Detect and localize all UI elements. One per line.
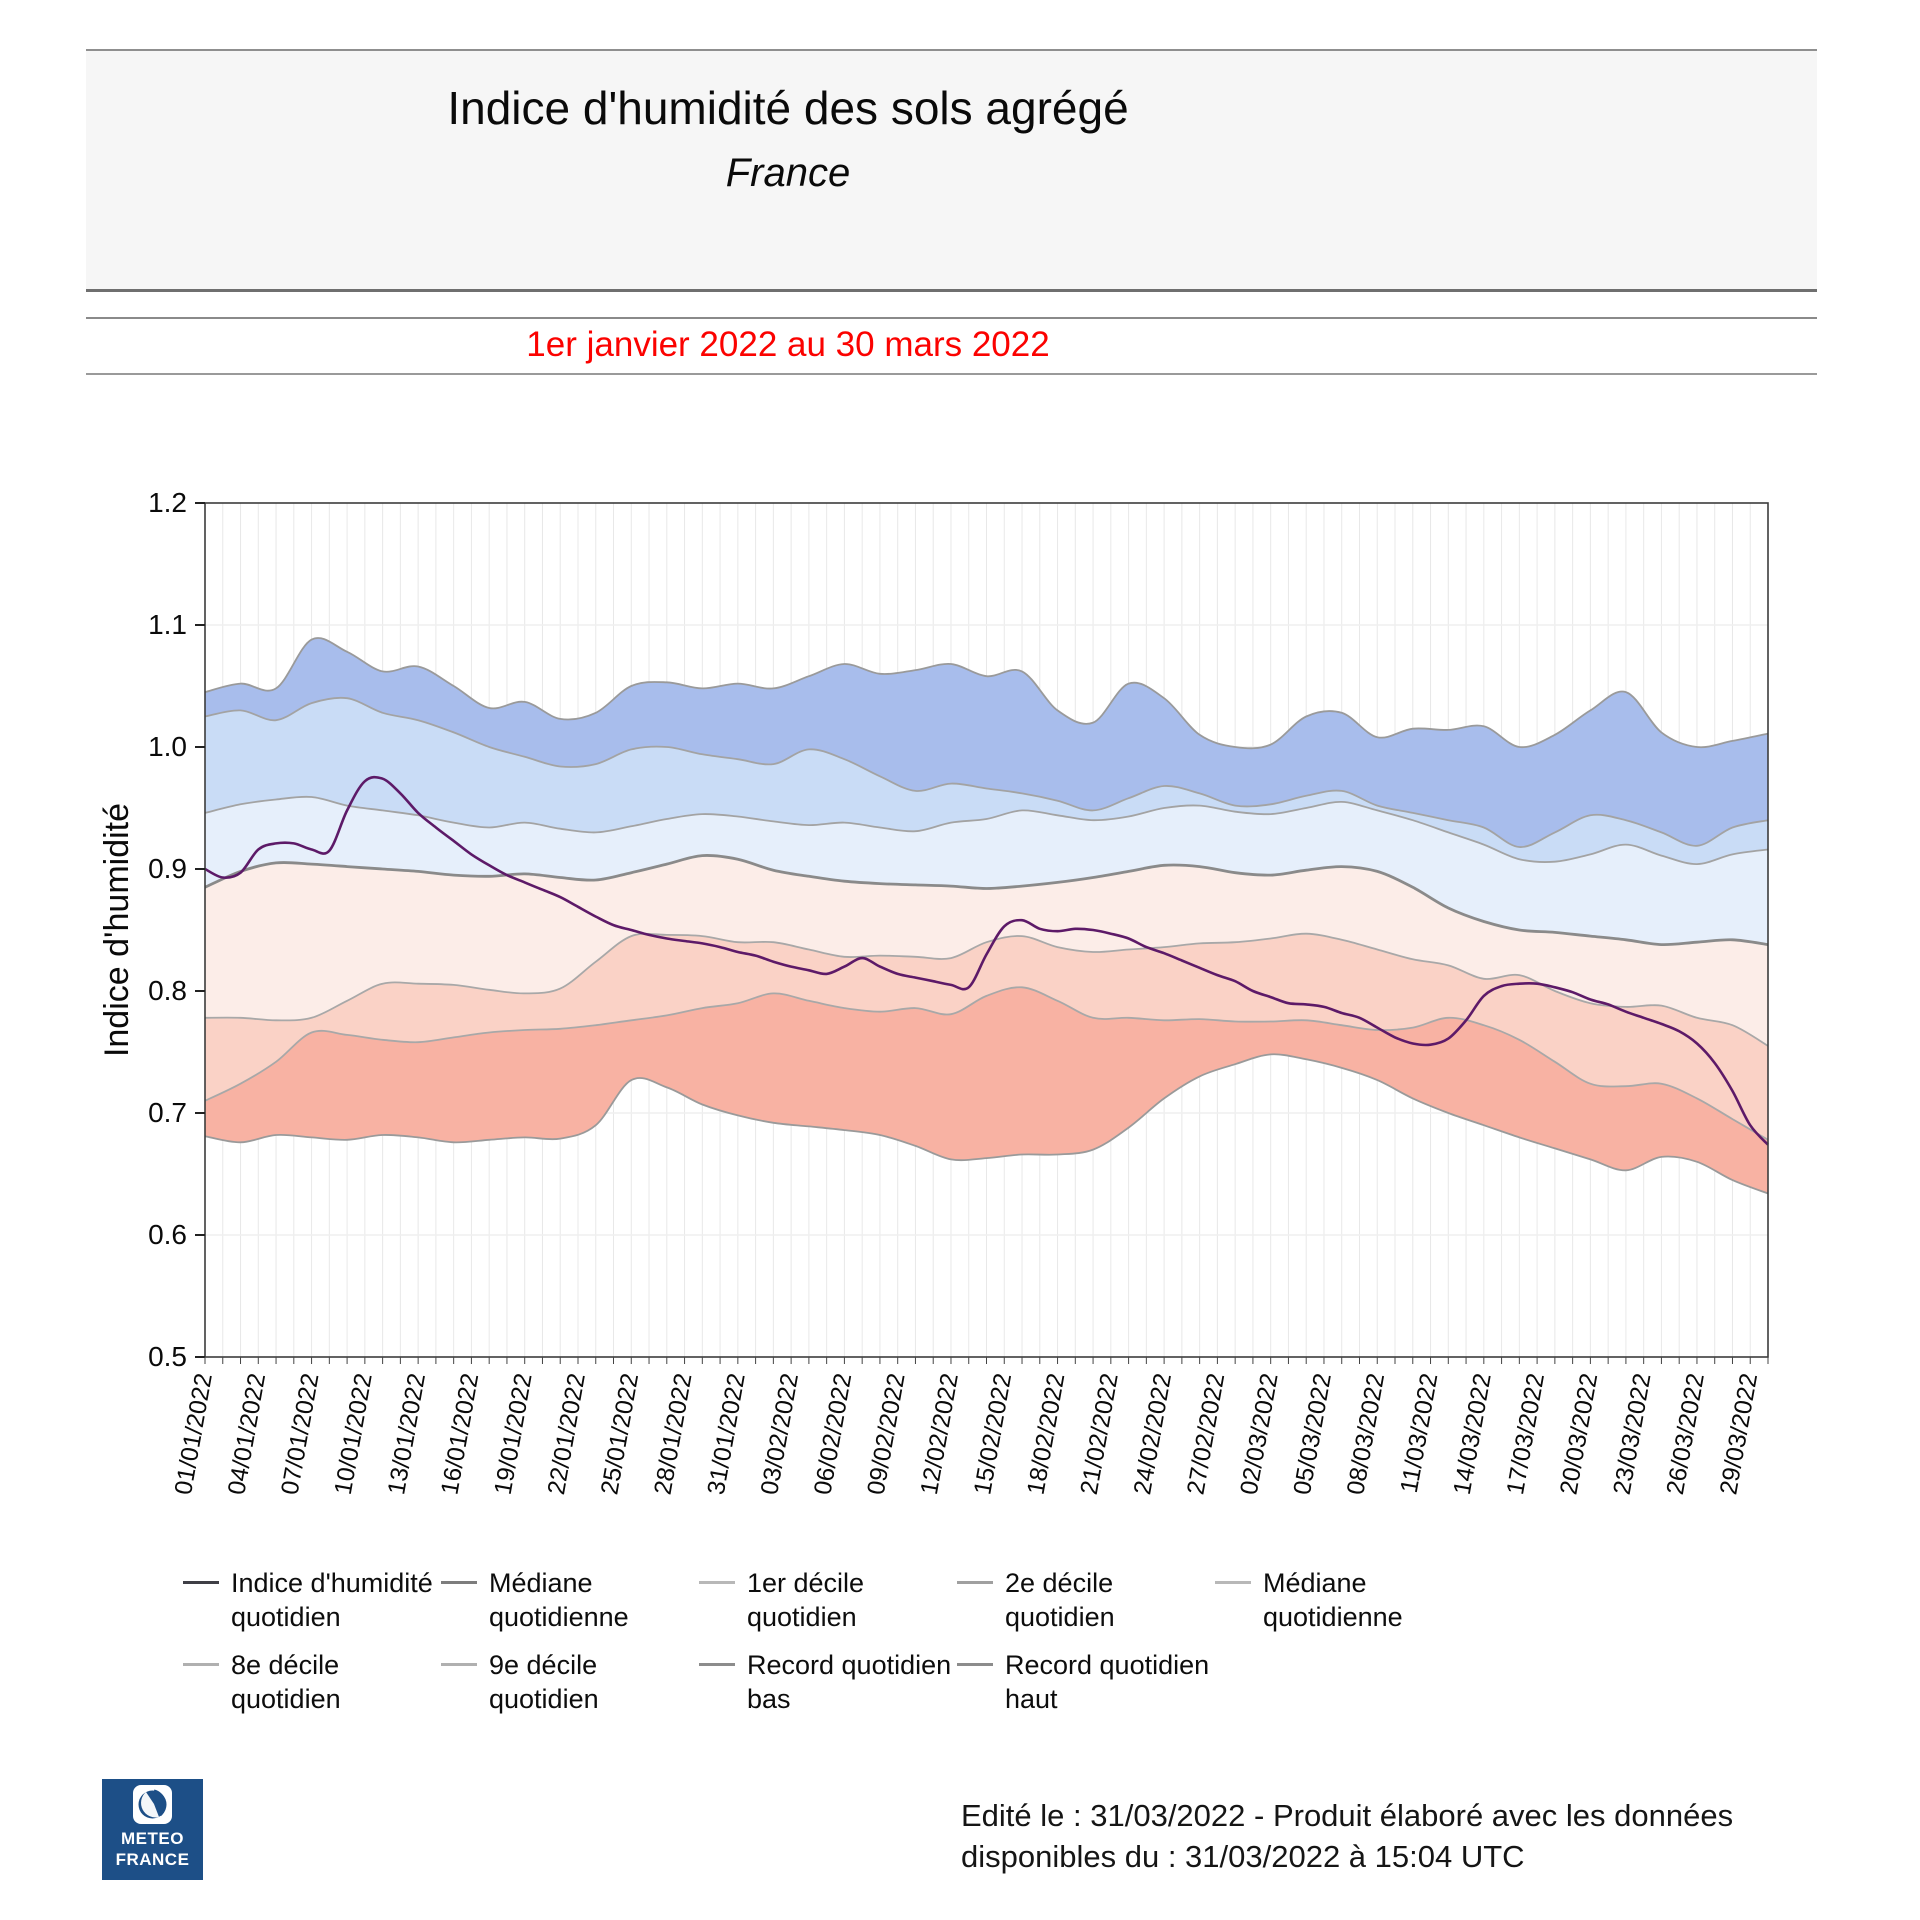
legend-label: haut [1005, 1684, 1058, 1714]
period-band: 1er janvier 2022 au 30 mars 2022 [86, 317, 1817, 375]
page-title: Indice d'humidité des sols agrégé [447, 82, 1129, 134]
legend-line-swatch [957, 1581, 993, 1584]
svg-text:01/01/2022: 01/01/2022 [170, 1371, 218, 1496]
svg-text:0.8: 0.8 [148, 975, 187, 1006]
svg-text:02/03/2022: 02/03/2022 [1236, 1371, 1284, 1496]
svg-text:16/01/2022: 16/01/2022 [436, 1371, 484, 1496]
svg-text:15/02/2022: 15/02/2022 [969, 1371, 1017, 1496]
legend-line-swatch [957, 1663, 993, 1666]
svg-text:25/01/2022: 25/01/2022 [596, 1371, 644, 1496]
logo-text-france: FRANCE [115, 1850, 190, 1869]
legend-line-swatch [183, 1663, 219, 1666]
svg-text:29/03/2022: 29/03/2022 [1715, 1371, 1763, 1496]
svg-text:23/03/2022: 23/03/2022 [1609, 1371, 1657, 1496]
legend-item-1er-decile: 1er décile quotidien [699, 1566, 957, 1634]
svg-text:27/02/2022: 27/02/2022 [1182, 1371, 1230, 1496]
edition-note-line1: Edité le : 31/03/2022 - Produit élaboré … [961, 1798, 1734, 1833]
legend-item-record-haut: Record quotidien haut [957, 1648, 1215, 1716]
svg-text:26/03/2022: 26/03/2022 [1662, 1371, 1710, 1496]
svg-text:0.7: 0.7 [148, 1097, 187, 1128]
svg-text:10/01/2022: 10/01/2022 [330, 1371, 378, 1496]
svg-text:06/02/2022: 06/02/2022 [809, 1371, 857, 1496]
page-subtitle: France [725, 151, 851, 195]
logo-text-meteo: METEO [121, 1829, 184, 1848]
legend-item-2e-decile: 2e décile quotidien [957, 1566, 1215, 1634]
svg-text:07/01/2022: 07/01/2022 [277, 1371, 325, 1496]
svg-text:19/01/2022: 19/01/2022 [490, 1371, 538, 1496]
legend-label: Record quotidien [1005, 1650, 1210, 1680]
svg-text:0.6: 0.6 [148, 1219, 187, 1250]
legend-line-swatch [699, 1663, 735, 1666]
svg-text:1.0: 1.0 [148, 731, 187, 762]
legend-label: quotidienne [1263, 1602, 1403, 1632]
svg-text:31/01/2022: 31/01/2022 [703, 1371, 751, 1496]
meteo-france-globe-icon [133, 1785, 172, 1824]
svg-text:11/03/2022: 11/03/2022 [1396, 1371, 1444, 1495]
chart-legend: Indice d'humidité quotidien Médiane quotid… [183, 1566, 1473, 1716]
svg-text:12/02/2022: 12/02/2022 [916, 1371, 964, 1496]
legend-line-swatch [1215, 1581, 1251, 1584]
legend-label: bas [747, 1684, 791, 1714]
svg-text:28/01/2022: 28/01/2022 [650, 1371, 698, 1496]
svg-text:Indice d'humidité: Indice d'humidité [98, 803, 136, 1057]
legend-label: Médiane [1263, 1568, 1367, 1598]
svg-text:21/02/2022: 21/02/2022 [1076, 1371, 1124, 1496]
legend-label: quotidien [231, 1602, 341, 1632]
legend-line-swatch [441, 1581, 477, 1584]
svg-text:20/03/2022: 20/03/2022 [1555, 1371, 1603, 1496]
meteo-france-logo: METEO FRANCE [102, 1779, 203, 1880]
svg-text:17/03/2022: 17/03/2022 [1502, 1371, 1550, 1496]
header: Indice d'humidité des sols agrégé France [86, 49, 1817, 292]
legend-item-mediane-2: Médiane quotidienne [1215, 1566, 1473, 1634]
svg-text:0.5: 0.5 [148, 1341, 187, 1372]
svg-text:0.9: 0.9 [148, 853, 187, 884]
svg-text:14/03/2022: 14/03/2022 [1449, 1371, 1497, 1496]
legend-item-record-bas: Record quotidien bas [699, 1648, 957, 1716]
edition-note-line2: disponibles du : 31/03/2022 à 15:04 UTC [961, 1839, 1525, 1874]
legend-item-mediane: Médiane quotidienne [441, 1566, 699, 1634]
svg-text:08/03/2022: 08/03/2022 [1342, 1371, 1390, 1496]
period-text: 1er janvier 2022 au 30 mars 2022 [526, 325, 1050, 364]
svg-text:22/01/2022: 22/01/2022 [543, 1371, 591, 1496]
legend-line-swatch [441, 1663, 477, 1666]
svg-text:09/02/2022: 09/02/2022 [863, 1371, 911, 1496]
legend-label: Record quotidien [747, 1650, 952, 1680]
legend-label: 9e décile quotidien [489, 1650, 599, 1714]
legend-line-swatch [183, 1581, 219, 1584]
edition-note: Edité le : 31/03/2022 - Produit élaboré … [961, 1795, 1751, 1877]
svg-text:13/01/2022: 13/01/2022 [383, 1371, 431, 1496]
legend-item-9e-decile: 9e décile quotidien [441, 1648, 699, 1716]
legend-label: Indice d'humidité [231, 1568, 433, 1598]
svg-text:03/02/2022: 03/02/2022 [756, 1371, 804, 1496]
legend-item-8e-decile: 8e décile quotidien [183, 1648, 441, 1716]
svg-text:1.2: 1.2 [148, 487, 187, 518]
soil-moisture-chart: 0.5 0.6 0.7 0.8 0.9 1.0 1.1 1.2 01/01/2022 04/01/… [98, 487, 1769, 1497]
legend-label: 1er décile quotidien [747, 1568, 865, 1632]
legend-label: Médiane [489, 1568, 593, 1598]
svg-text:1.1: 1.1 [148, 609, 187, 640]
svg-text:18/02/2022: 18/02/2022 [1023, 1371, 1071, 1496]
legend-line-swatch [699, 1581, 735, 1584]
svg-text:04/01/2022: 04/01/2022 [223, 1371, 271, 1496]
svg-text:24/02/2022: 24/02/2022 [1129, 1371, 1177, 1496]
legend-label: 8e décile quotidien [231, 1650, 341, 1714]
svg-text:05/03/2022: 05/03/2022 [1289, 1371, 1337, 1496]
legend-label: quotidienne [489, 1602, 629, 1632]
legend-item-indice-quotidien: Indice d'humidité quotidien [183, 1566, 441, 1634]
legend-label: 2e décile quotidien [1005, 1568, 1115, 1632]
